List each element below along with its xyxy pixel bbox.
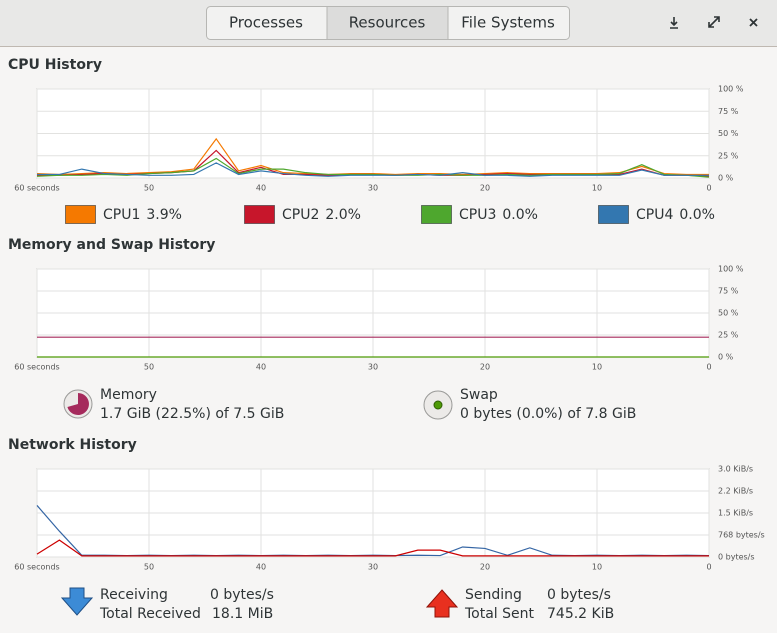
sending-icon — [425, 589, 459, 618]
x-tick-label: 0 — [706, 563, 711, 572]
x-tick-label: 10 — [592, 363, 602, 372]
y-tick-label: 0 % — [718, 174, 734, 183]
y-tick-label: 2.2 KiB/s — [718, 487, 753, 496]
series-line — [36, 539, 709, 557]
x-tick-label: 30 — [368, 363, 378, 372]
y-tick-label: 100 % — [718, 85, 744, 94]
x-tick-label: 20 — [480, 184, 490, 193]
receiving-icon — [60, 587, 94, 616]
legend-value: 0 bytes/s — [547, 587, 611, 603]
x-tick-label: 30 — [368, 184, 378, 193]
legend-entry: CPU1 3.9% — [103, 207, 182, 223]
y-tick-label: 100 % — [718, 265, 744, 274]
x-tick-label: 30 — [368, 563, 378, 572]
legend-name: Receiving — [100, 587, 168, 603]
tab[interactable]: File Systems — [461, 14, 555, 32]
y-tick-label: 50 % — [718, 309, 739, 318]
legend-name: CPU2 — [282, 207, 319, 223]
x-tick-label: 10 — [592, 563, 602, 572]
legend-name: Swap — [460, 387, 498, 403]
legend-entry: CPU3 0.0% — [459, 207, 538, 223]
legend-entry: CPU2 2.0% — [282, 207, 361, 223]
y-tick-label: 75 % — [718, 107, 739, 116]
legend-swatch — [598, 205, 629, 224]
y-tick-label: 0 % — [718, 353, 734, 362]
x-tick-label: 60 seconds — [14, 363, 59, 372]
legend-name: CPU4 — [636, 207, 673, 223]
x-tick-label: 0 — [706, 363, 711, 372]
x-tick-label: 40 — [256, 184, 266, 193]
legend-value: 2.0% — [325, 207, 361, 223]
maximize-button[interactable] — [708, 16, 720, 28]
active-tab-bg — [327, 7, 448, 39]
legend-swatch — [421, 205, 452, 224]
close-button[interactable] — [749, 18, 758, 27]
legend-value: 0.0% — [502, 207, 538, 223]
legend-total: 745.2 KiB — [547, 606, 614, 622]
y-tick-label: 25 % — [718, 151, 739, 160]
x-tick-label: 60 seconds — [14, 184, 59, 193]
x-tick-label: 50 — [144, 363, 154, 372]
legend-value: 0.0% — [679, 207, 715, 223]
y-tick-label: 768 bytes/s — [718, 531, 765, 540]
y-tick-label: 50 % — [718, 129, 739, 138]
series-line — [36, 157, 710, 178]
legend-value: 3.9% — [146, 207, 182, 223]
x-tick-label: 40 — [256, 563, 266, 572]
x-tick-label: 10 — [592, 184, 602, 193]
y-tick-label: 3.0 KiB/s — [718, 465, 753, 474]
tab[interactable]: Processes — [229, 14, 303, 32]
legend-swatch — [65, 205, 96, 224]
legend-total-name: Total Sent — [464, 606, 535, 622]
series-line — [37, 162, 709, 177]
x-tick-label: 20 — [480, 563, 490, 572]
x-tick-label: 20 — [480, 363, 490, 372]
legend-value: 0 bytes/s — [210, 587, 274, 603]
legend-total-name: Total Received — [99, 606, 201, 622]
legend-name: Sending — [465, 587, 522, 603]
legend-entry: CPU4 0.0% — [636, 207, 715, 223]
y-tick-label: 0 bytes/s — [718, 553, 755, 562]
y-tick-label: 75 % — [718, 287, 739, 296]
section-title: CPU History — [8, 57, 102, 73]
legend-total: 18.1 MiB — [212, 606, 273, 622]
legend-value: 1.7 GiB (22.5%) of 7.5 GiB — [100, 406, 284, 422]
legend-name: CPU1 — [103, 207, 140, 223]
tab[interactable]: Resources — [349, 14, 426, 32]
section-title: Memory and Swap History — [8, 237, 215, 253]
legend-name: CPU3 — [459, 207, 496, 223]
section-title: Network History — [8, 437, 137, 453]
x-tick-label: 60 seconds — [14, 563, 59, 572]
swap-icon-dot — [433, 400, 443, 410]
x-tick-label: 40 — [256, 363, 266, 372]
legend-name: Memory — [100, 387, 157, 403]
legend-swatch — [244, 205, 275, 224]
y-tick-label: 25 % — [718, 331, 739, 340]
legend-value: 0 bytes (0.0%) of 7.8 GiB — [460, 406, 636, 422]
memory-icon-slice — [67, 393, 89, 415]
series-line — [36, 137, 709, 176]
y-tick-label: 1.5 KiB/s — [718, 509, 753, 518]
x-tick-label: 0 — [706, 184, 711, 193]
x-tick-label: 50 — [144, 184, 154, 193]
minimize-button[interactable] — [670, 17, 678, 29]
x-tick-label: 50 — [144, 563, 154, 572]
